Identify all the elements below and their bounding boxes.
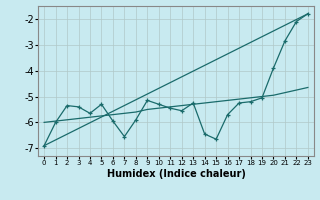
X-axis label: Humidex (Indice chaleur): Humidex (Indice chaleur) <box>107 169 245 179</box>
